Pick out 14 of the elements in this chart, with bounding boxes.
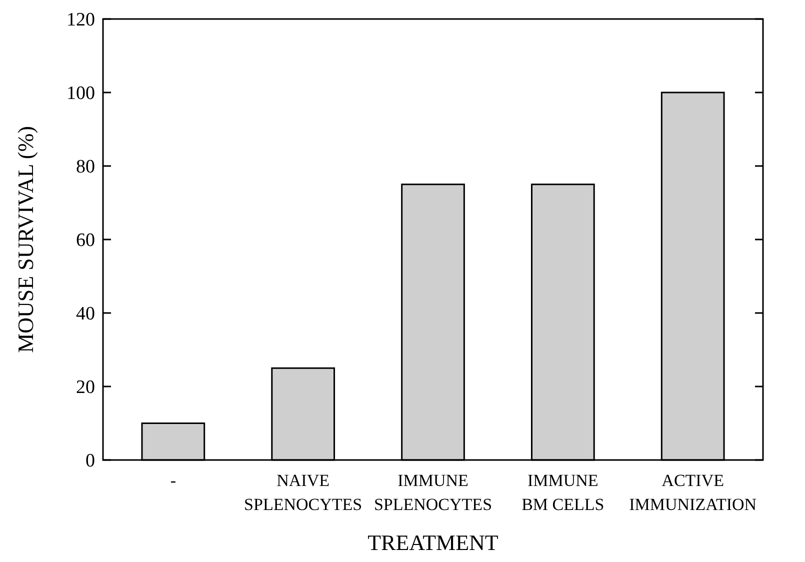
y-axis-title: MOUSE SURVIVAL (%) xyxy=(13,126,38,353)
x-tick-label: NAIVE SPLENOCYTES xyxy=(244,471,362,514)
y-tick-label: 60 xyxy=(76,230,95,252)
x-tick-label: - xyxy=(170,471,176,490)
x-axis-title: TREATMENT xyxy=(368,530,499,555)
y-tick-label: 100 xyxy=(66,83,95,104)
y-tick-label: 120 xyxy=(66,10,95,31)
x-tick-label: ACTIVE IMMUNIZATION xyxy=(629,471,757,514)
y-tick-label: 20 xyxy=(76,377,95,398)
y-tick-label: 40 xyxy=(76,304,95,325)
x-tick-label: IMMUNE SPLENOCYTES xyxy=(374,471,492,514)
y-tick-label: 0 xyxy=(86,450,95,472)
y-tick-label: 80 xyxy=(76,156,95,178)
x-tick-label: IMMUNE BM CELLS xyxy=(522,471,604,514)
